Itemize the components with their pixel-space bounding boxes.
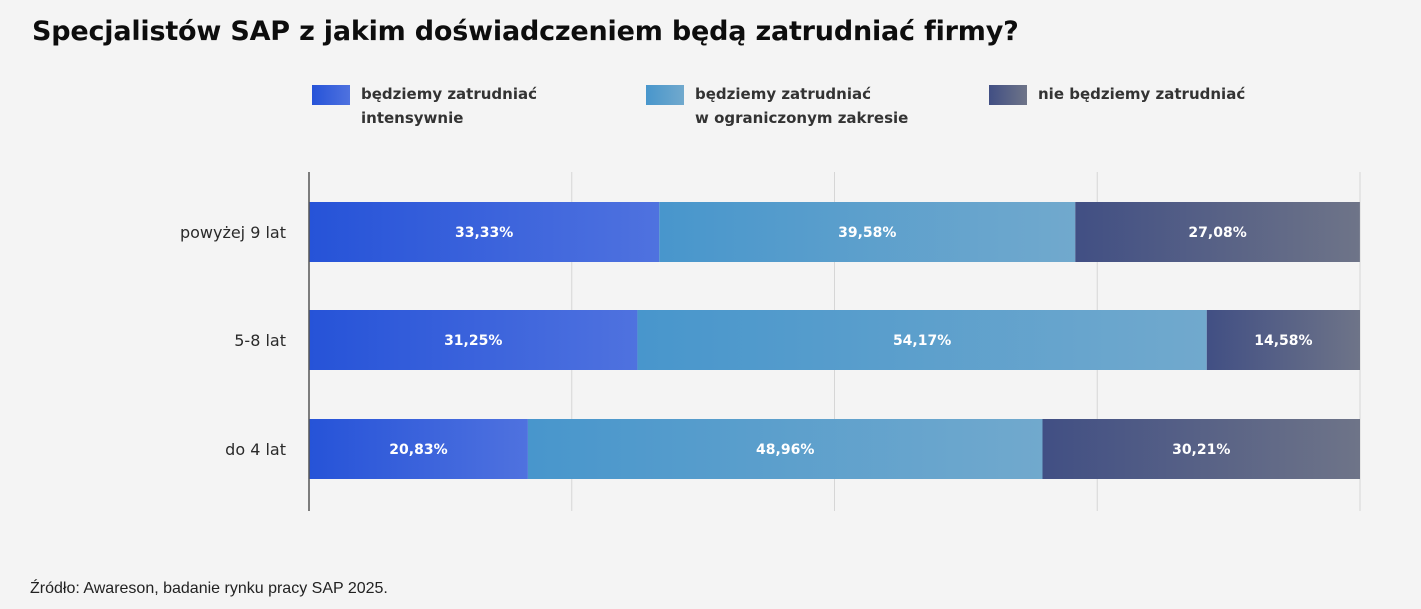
- stacked-bar-chart: 33,33% 39,58% 27,08% 31,25% 54,17% 14,58% 20,8…: [180, 172, 1361, 511]
- data-label-1-1: 54,17%: [893, 333, 951, 349]
- bars: 33,33% 39,58% 27,08% 31,25% 54,17% 14,58% 20,8…: [308, 172, 1360, 511]
- bar-segment-0-2: [1075, 202, 1360, 262]
- category-label-1: 5-8 lat: [234, 331, 286, 350]
- legend-swatch-none: [989, 85, 1027, 105]
- data-label-2-1: 48,96%: [756, 442, 814, 458]
- legend-item-none: nie będziemy zatrudniać: [989, 82, 1245, 106]
- source-note: Źródło: Awareson, badanie rynku pracy SA…: [30, 580, 388, 597]
- data-label-2-2: 30,21%: [1172, 442, 1230, 458]
- bar-segment-2-2: [1042, 419, 1360, 479]
- data-label-0-1: 39,58%: [838, 225, 896, 241]
- legend-swatch-limited: [646, 85, 684, 105]
- legend-label-intensive: będziemy zatrudniać intensywnie: [361, 85, 537, 127]
- legend-label-limited: będziemy zatrudniać w ograniczonym zakre…: [695, 85, 909, 127]
- data-label-0-0: 33,33%: [455, 225, 513, 241]
- bar-segment-1-2: [1206, 310, 1360, 370]
- category-labels: powyżej 9 lat 5-8 lat do 4 lat: [180, 223, 286, 459]
- bar-segment-2-1: [527, 419, 1043, 479]
- category-label-0: powyżej 9 lat: [180, 223, 286, 242]
- category-label-2: do 4 lat: [225, 440, 286, 459]
- bar-segment-2-0: [309, 419, 528, 479]
- legend-item-intensive: będziemy zatrudniać intensywnie: [312, 82, 537, 130]
- data-label-1-0: 31,25%: [444, 333, 502, 349]
- bar-segment-0-0: [309, 202, 660, 262]
- data-label-2-0: 20,83%: [389, 442, 447, 458]
- chart-title: Specjalistów SAP z jakim doświadczeniem …: [32, 16, 1019, 47]
- data-label-1-2: 14,58%: [1254, 333, 1312, 349]
- legend-item-limited: będziemy zatrudniać w ograniczonym zakre…: [646, 82, 908, 130]
- bar-segment-0-1: [659, 202, 1076, 262]
- bar-segment-1-1: [637, 310, 1207, 370]
- legend-label-none: nie będziemy zatrudniać: [1038, 85, 1246, 103]
- data-label-0-2: 27,08%: [1188, 225, 1246, 241]
- bar-segment-1-0: [309, 310, 638, 370]
- legend-swatch-intensive: [312, 85, 350, 105]
